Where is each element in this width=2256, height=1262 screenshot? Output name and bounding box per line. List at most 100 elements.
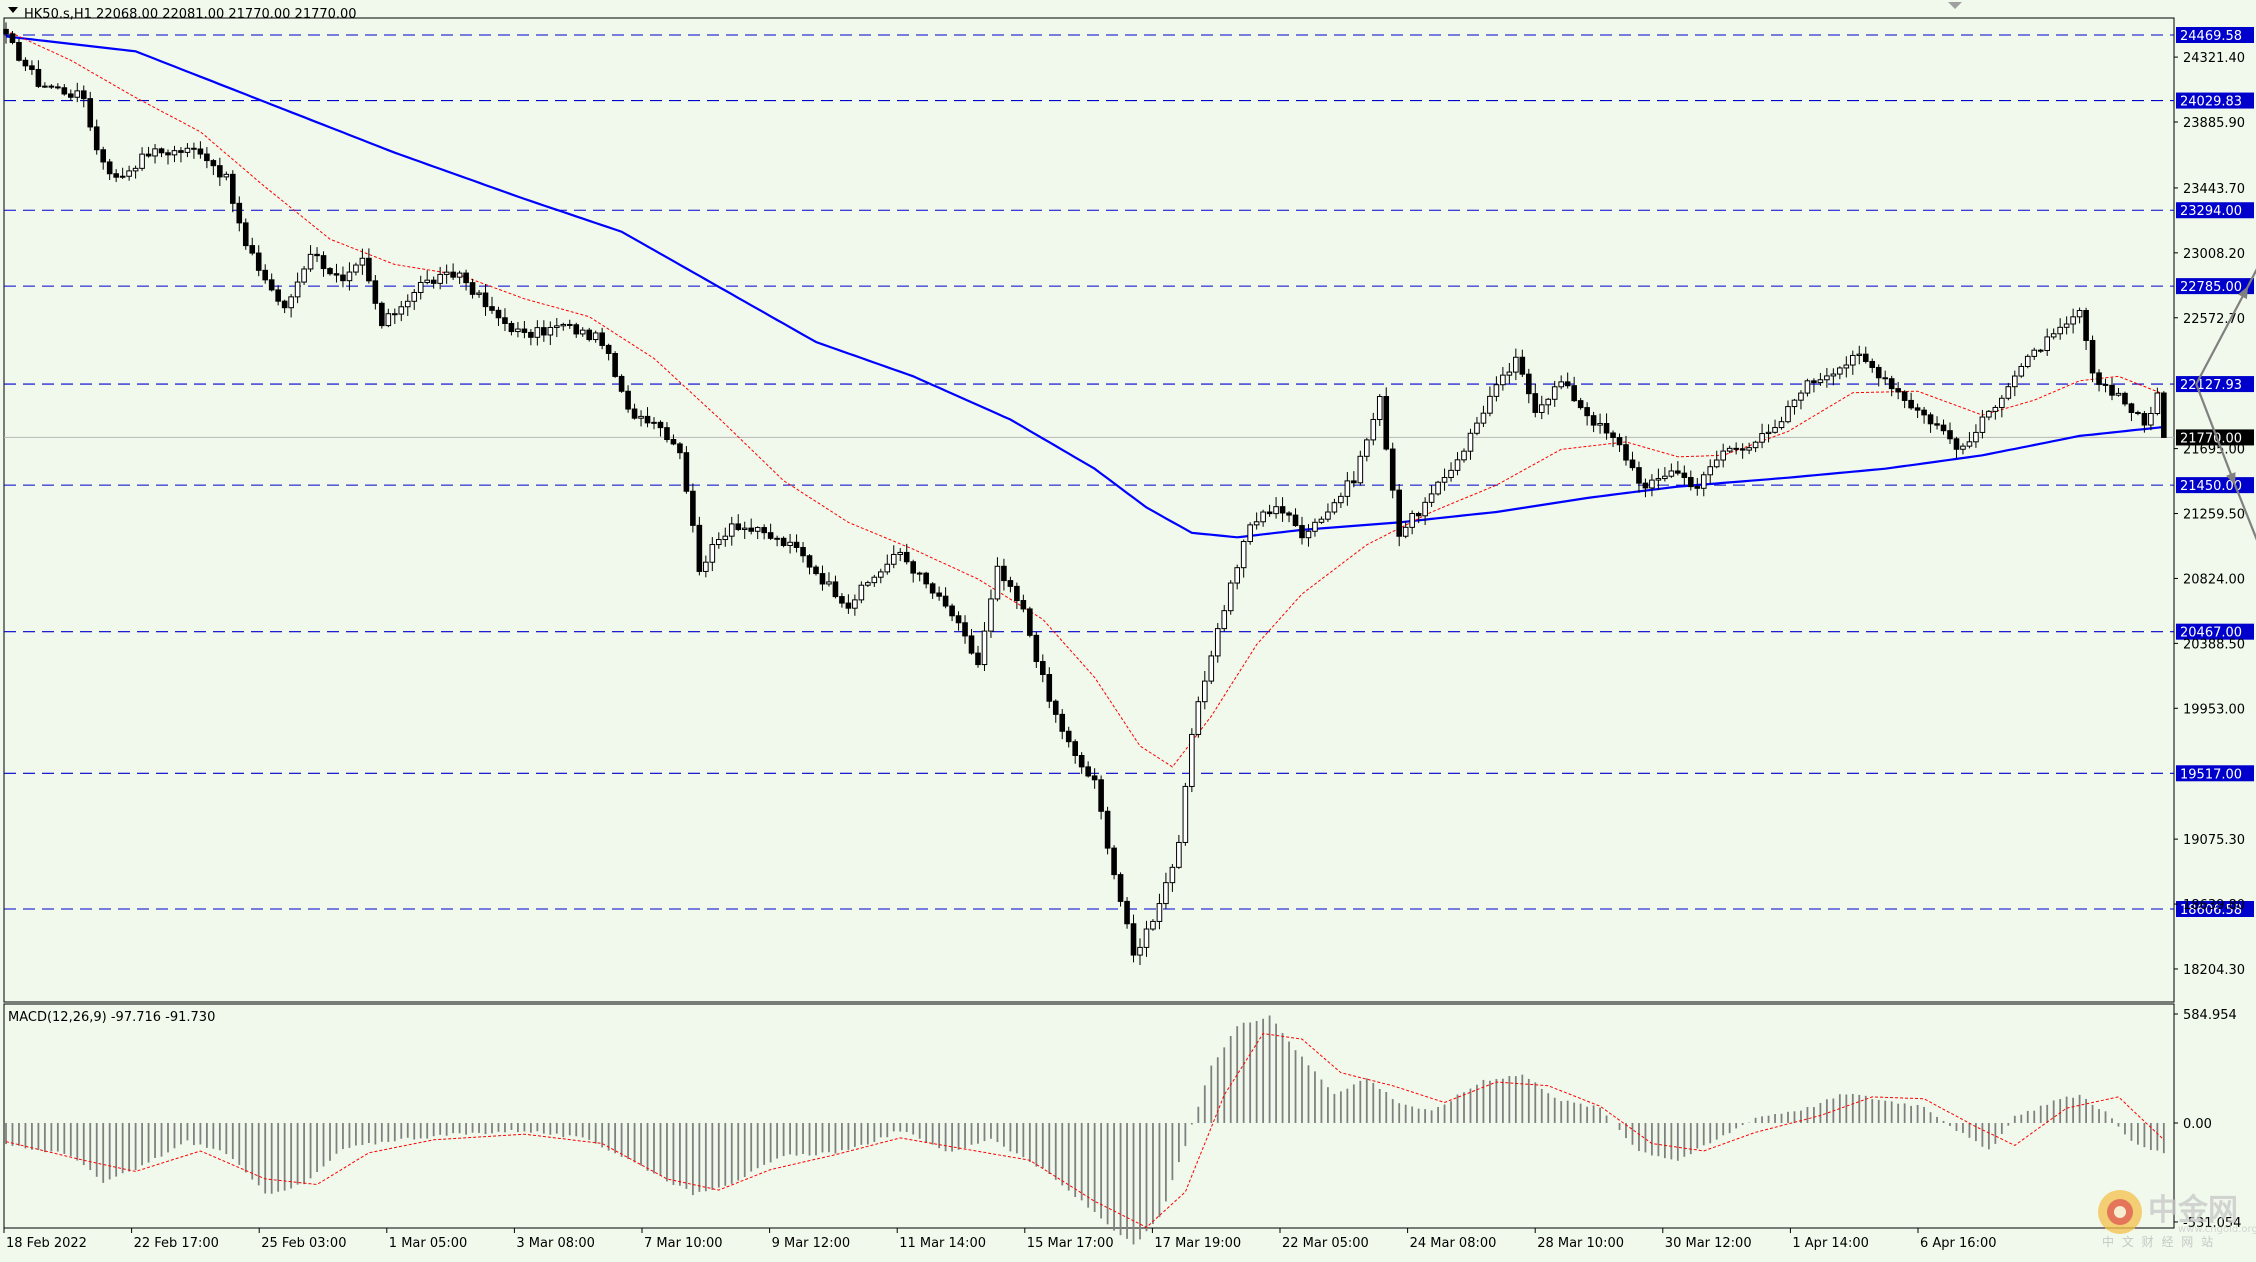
candle-body bbox=[437, 273, 443, 284]
candle-body bbox=[1143, 928, 1150, 948]
candle-body bbox=[463, 272, 469, 284]
candle-body bbox=[327, 268, 333, 275]
candle-body bbox=[42, 85, 48, 88]
candle-body bbox=[916, 572, 923, 575]
level-label-bg bbox=[2176, 765, 2254, 782]
candle-body bbox=[858, 584, 865, 601]
candle-body bbox=[787, 541, 793, 546]
candle-body bbox=[1850, 354, 1856, 366]
candle-body bbox=[1156, 903, 1163, 922]
candle-body bbox=[709, 544, 716, 563]
macd-indicator: 584.954 0.00 -531.054 bbox=[5, 1008, 2241, 1245]
candle-body bbox=[1785, 406, 1791, 423]
candle-body bbox=[2096, 372, 2102, 385]
level-label-bg bbox=[2176, 202, 2254, 219]
candle-body bbox=[1163, 882, 1169, 905]
time-tick-label: 9 Mar 12:00 bbox=[772, 1236, 851, 1251]
dropdown-triangle-icon[interactable] bbox=[8, 7, 18, 13]
candle-body bbox=[340, 274, 346, 282]
candle-body bbox=[1124, 900, 1130, 925]
candle-body bbox=[1111, 847, 1117, 876]
candle-body bbox=[1383, 396, 1390, 450]
candle-body bbox=[1538, 404, 1545, 413]
level-label: 23294.00 bbox=[2180, 204, 2242, 219]
candle-body bbox=[741, 527, 748, 530]
candle-body bbox=[2089, 339, 2096, 374]
time-tick-label: 22 Feb 17:00 bbox=[134, 1236, 219, 1251]
candle-body bbox=[748, 527, 755, 532]
candle-body bbox=[210, 160, 217, 167]
candle-body bbox=[1649, 479, 1655, 489]
candle-body bbox=[35, 68, 42, 87]
candle-body bbox=[638, 415, 644, 419]
candle-body bbox=[1526, 373, 1532, 395]
candle-body bbox=[696, 524, 703, 572]
level-label: 22127.93 bbox=[2180, 378, 2242, 393]
candle-body bbox=[1072, 741, 1079, 757]
candle-body bbox=[74, 90, 81, 98]
candle-body bbox=[1474, 422, 1480, 434]
watermark-logo: 中金网 中 文 财 经 网 站 www.cngold.org bbox=[2098, 1190, 2256, 1249]
candle-body bbox=[359, 257, 366, 266]
candle-body bbox=[1370, 419, 1377, 441]
candle-body bbox=[1169, 866, 1176, 884]
candle-body bbox=[968, 635, 975, 654]
candle-body bbox=[1888, 378, 1895, 390]
candle-body bbox=[1221, 610, 1228, 630]
candle-body bbox=[819, 573, 826, 585]
time-tick-label: 7 Mar 10:00 bbox=[644, 1236, 723, 1251]
candle-body bbox=[9, 33, 16, 43]
candle-body bbox=[2083, 310, 2089, 341]
macd-tick-label: 584.954 bbox=[2183, 1008, 2237, 1023]
time-tick-label: 1 Apr 14:00 bbox=[1792, 1236, 1869, 1251]
candle-body bbox=[132, 167, 139, 172]
candle-body bbox=[1448, 469, 1454, 479]
macd-tick-label: 0.00 bbox=[2183, 1117, 2212, 1132]
candle-body bbox=[605, 344, 612, 355]
candle-body bbox=[1318, 518, 1325, 523]
candle-body bbox=[852, 599, 858, 609]
price-tick-label: 24321.40 bbox=[2183, 51, 2245, 66]
candle-body bbox=[1519, 356, 1526, 375]
candle-body bbox=[1927, 414, 1934, 425]
candle-body bbox=[1435, 481, 1441, 495]
candle-body bbox=[566, 323, 573, 326]
candle-body bbox=[145, 153, 152, 157]
candle-body bbox=[1610, 432, 1616, 439]
candle-body bbox=[1033, 634, 1040, 663]
candle-body bbox=[722, 535, 729, 541]
watermark-sub: 中 文 财 经 网 站 bbox=[2102, 1234, 2215, 1249]
candle-body bbox=[1662, 475, 1668, 480]
candle-body bbox=[521, 328, 528, 333]
candle-body bbox=[1007, 580, 1014, 587]
candle-body bbox=[1636, 467, 1642, 484]
candle-body bbox=[560, 323, 567, 327]
candle-body bbox=[1908, 399, 1914, 409]
candle-body bbox=[547, 326, 554, 336]
candle-body bbox=[1694, 486, 1701, 489]
level-label: 22785.00 bbox=[2180, 280, 2242, 295]
candle-body bbox=[1869, 360, 1876, 368]
candle-body bbox=[1733, 447, 1739, 450]
price-tick-label: 23443.70 bbox=[2183, 182, 2245, 197]
candle-body bbox=[1480, 412, 1487, 424]
candle-body bbox=[1461, 450, 1467, 461]
candle-body bbox=[158, 148, 165, 154]
candle-body bbox=[2109, 384, 2115, 396]
candle-body bbox=[1357, 455, 1364, 484]
candle-body bbox=[2005, 386, 2012, 399]
candle-body bbox=[2154, 392, 2161, 414]
candle-body bbox=[489, 306, 495, 311]
candle-body bbox=[780, 537, 787, 546]
candle-body bbox=[191, 147, 197, 150]
candle-body bbox=[1804, 380, 1811, 394]
candle-body bbox=[1999, 397, 2005, 408]
candle-body bbox=[268, 279, 275, 291]
collapse-triangle-icon[interactable] bbox=[1948, 2, 1962, 9]
candle-body bbox=[417, 281, 424, 293]
candle-body bbox=[61, 87, 68, 95]
candle-body bbox=[651, 421, 657, 424]
candle-body bbox=[1104, 810, 1111, 849]
candle-body bbox=[1603, 423, 1610, 434]
